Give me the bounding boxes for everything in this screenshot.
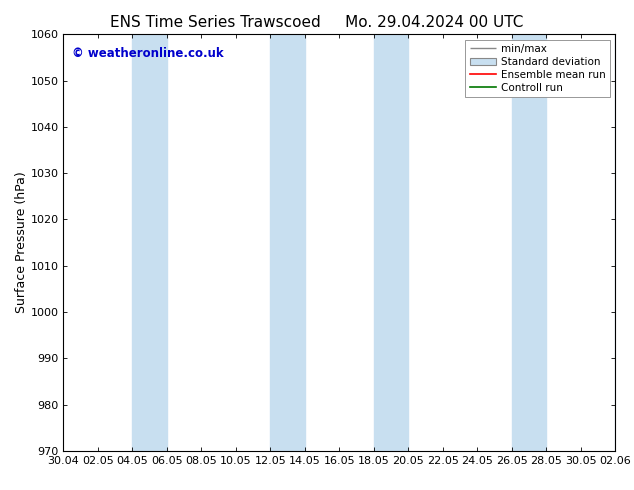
- Bar: [133, 34, 167, 451]
- Bar: [270, 34, 305, 451]
- Legend: min/max, Standard deviation, Ensemble mean run, Controll run: min/max, Standard deviation, Ensemble me…: [465, 40, 610, 97]
- Text: ENS Time Series Trawscoed     Mo. 29.04.2024 00 UTC: ENS Time Series Trawscoed Mo. 29.04.2024…: [110, 15, 524, 30]
- Bar: [615, 34, 634, 451]
- Bar: [512, 34, 546, 451]
- Bar: [373, 34, 408, 451]
- Y-axis label: Surface Pressure (hPa): Surface Pressure (hPa): [15, 172, 28, 314]
- Text: © weatheronline.co.uk: © weatheronline.co.uk: [72, 47, 223, 60]
